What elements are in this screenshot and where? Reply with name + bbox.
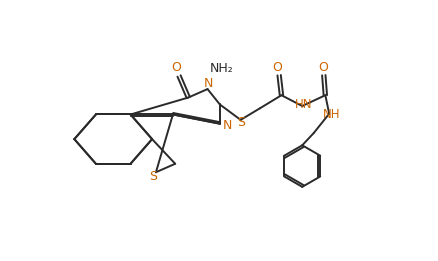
Text: S: S — [149, 170, 157, 183]
Text: S: S — [237, 116, 245, 129]
Text: HN: HN — [295, 98, 313, 111]
Text: N: N — [204, 77, 213, 90]
Text: NH₂: NH₂ — [209, 62, 233, 75]
Text: O: O — [171, 61, 181, 74]
Text: O: O — [318, 61, 328, 74]
Text: NH: NH — [323, 108, 340, 121]
Text: O: O — [273, 61, 283, 74]
Text: N: N — [223, 119, 232, 132]
